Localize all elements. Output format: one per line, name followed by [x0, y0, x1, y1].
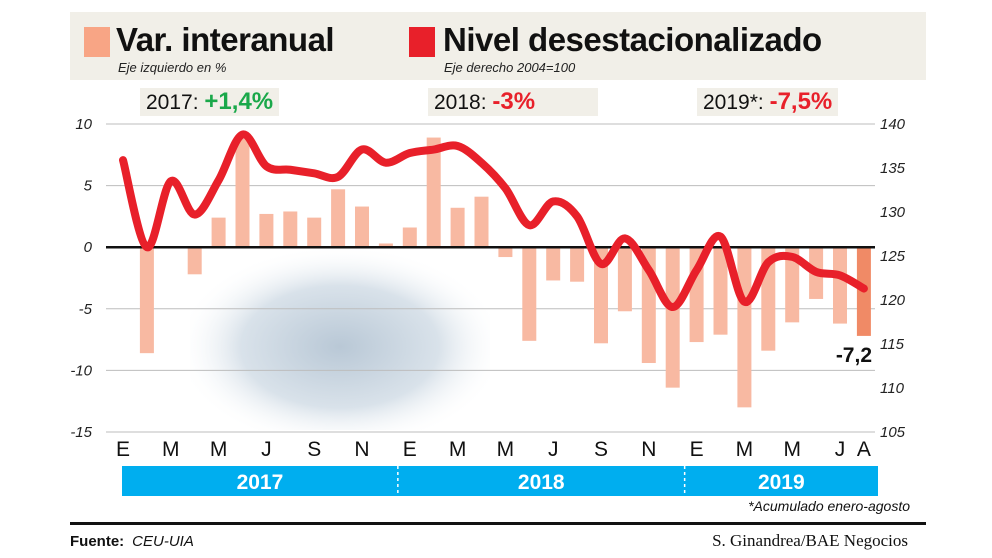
y-right-tick: 140: [880, 116, 906, 133]
annual-2018: 2018: -3%: [428, 88, 598, 116]
bar: [402, 227, 417, 248]
bar: [498, 247, 513, 258]
bar: [426, 137, 441, 248]
x-tick-label: S: [307, 438, 321, 461]
x-tick-label: M: [497, 438, 515, 461]
x-tick-label: M: [783, 438, 801, 461]
legend-line-sub: Eje derecho 2004=100: [444, 60, 576, 75]
series-line: [119, 130, 868, 312]
x-tick-label: E: [690, 438, 704, 461]
annual-year: 2017:: [146, 91, 199, 114]
x-tick-label: A: [857, 438, 871, 461]
annual-2017: 2017: +1,4%: [140, 88, 280, 116]
annual-value: +1,4%: [204, 88, 274, 115]
source-label: Fuente:: [70, 533, 125, 550]
annual-value: -3%: [492, 88, 536, 115]
x-tick-label: M: [210, 438, 228, 461]
year-label: 2018: [518, 471, 565, 494]
bar: [139, 247, 154, 354]
bar: [235, 138, 250, 248]
last-value-label: -7,2: [836, 344, 872, 367]
x-tick-label: J: [835, 438, 846, 461]
y-left-tick: -5: [79, 301, 93, 318]
legend-swatch-bars: [84, 27, 110, 57]
x-tick-label: N: [354, 438, 369, 461]
y-left-tick: 10: [75, 116, 92, 133]
x-tick-label: M: [449, 438, 467, 461]
year-label: 2019: [758, 471, 805, 494]
source-value: CEU-UIA: [132, 533, 194, 550]
x-tick-label: J: [261, 438, 272, 461]
bar: [617, 247, 632, 312]
x-tick-label: E: [403, 438, 417, 461]
bar: [785, 247, 800, 323]
year-label: 2017: [237, 471, 284, 494]
footnote: *Acumulado enero-agosto: [748, 498, 910, 514]
x-tick-label: M: [736, 438, 754, 461]
legend-swatch-line: [409, 27, 435, 57]
annual-value: -7,5%: [769, 88, 833, 115]
y-right-tick: 130: [880, 204, 906, 221]
x-tick-label: N: [641, 438, 656, 461]
bar: [570, 247, 585, 282]
y-right-tick: 110: [880, 380, 905, 397]
worker-photo: [190, 245, 490, 430]
bar: [187, 247, 202, 275]
bar: [594, 247, 608, 344]
x-tick-label: J: [548, 438, 559, 461]
bar: [283, 211, 298, 248]
bar: [307, 217, 322, 248]
annual-2019: 2019*: -7,5%: [697, 88, 839, 116]
x-tick-label: M: [162, 438, 180, 461]
legend-bars-sub: Eje izquierdo en %: [118, 60, 227, 75]
y-left-tick: 5: [84, 178, 93, 195]
bar: [665, 247, 680, 388]
legend-bars-label: Var. interanual: [116, 21, 335, 58]
source: Fuente: CEU-UIA: [70, 533, 194, 550]
bar: [259, 213, 274, 248]
y-right-tick: 135: [880, 160, 906, 177]
y-right-tick: 105: [880, 424, 906, 441]
bar: [450, 207, 465, 248]
bar: [713, 247, 728, 335]
bar: [211, 217, 226, 248]
bar: [737, 247, 752, 408]
y-left-tick: -10: [70, 362, 92, 379]
y-right-tick: 120: [880, 292, 906, 309]
y-left-tick: 0: [84, 239, 93, 256]
y-right-tick: 115: [880, 336, 905, 353]
y-right-tick: 125: [880, 248, 906, 265]
credit: S. Ginandrea/BAE Negocios: [712, 531, 908, 550]
bar: [378, 243, 393, 248]
y-left-tick: -15: [70, 424, 92, 441]
bar: [546, 247, 561, 281]
year-band: [122, 466, 878, 496]
legend-line-label: Nivel desestacionalizado: [443, 21, 822, 58]
bar: [355, 206, 369, 248]
annual-year: 2018:: [434, 91, 487, 114]
x-tick-label: S: [594, 438, 608, 461]
bar: [331, 189, 346, 248]
bar: [474, 196, 489, 248]
divider: [70, 522, 926, 525]
annual-year: 2019*:: [703, 91, 764, 114]
legend-header: [70, 12, 926, 80]
x-tick-label: E: [116, 438, 130, 461]
bar: [522, 247, 537, 341]
bar: [833, 247, 847, 324]
